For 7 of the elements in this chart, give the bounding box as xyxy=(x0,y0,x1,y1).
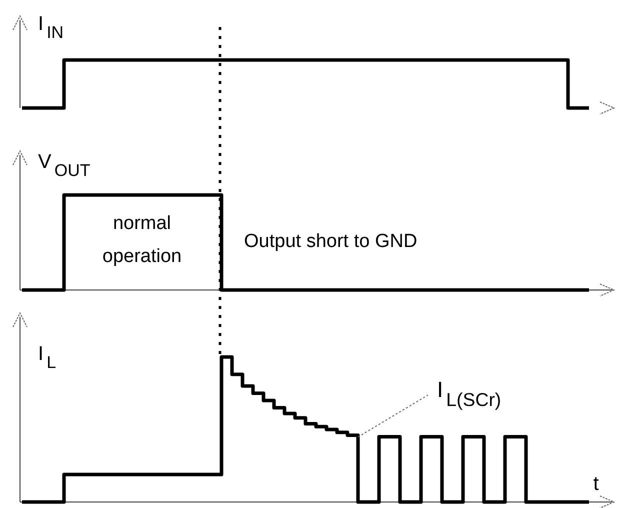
y-axis-title: I$_{L}$ xyxy=(38,343,56,372)
annotation: I$_{L(SCr)}$ xyxy=(437,377,502,410)
x-axis-title: t xyxy=(593,473,600,495)
annotation: normal operation xyxy=(102,213,182,267)
annotation: Output short to GND xyxy=(244,231,418,252)
y-axis-title: I$_{IN}$ xyxy=(38,13,64,42)
y-axis-title: V$_{OUT}$ xyxy=(38,151,90,180)
